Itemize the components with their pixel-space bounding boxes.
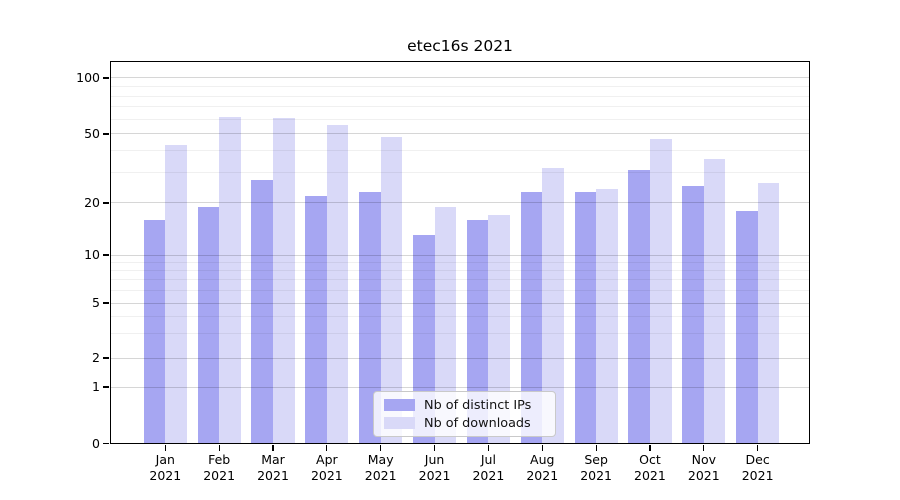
x-tick-label: Nov 2021 <box>687 452 720 483</box>
x-axis-tick <box>380 444 382 451</box>
y-tick-label: 2 <box>92 350 100 365</box>
bar-ips-3 <box>305 195 327 444</box>
chart-title: etec16s 2021 <box>407 37 513 55</box>
bar-downloads-7 <box>542 167 564 444</box>
x-tick-label: May 2021 <box>364 452 397 483</box>
y-axis-tick <box>103 442 110 445</box>
x-tick-label: Sep 2021 <box>580 452 612 483</box>
x-axis-tick <box>541 444 543 451</box>
bar-downloads-10 <box>703 158 726 444</box>
x-tick-label: Aug 2021 <box>526 452 559 483</box>
legend-swatch-distinct-ips <box>384 399 415 411</box>
y-tick-label: 50 <box>84 125 100 141</box>
y-tick-label: 5 <box>92 295 100 310</box>
legend: Nb of distinct IPs Nb of downloads <box>373 391 556 437</box>
y-axis-tick <box>103 202 110 204</box>
gridline-major <box>110 77 810 79</box>
y-axis-tick <box>103 133 110 135</box>
bar-downloads-0 <box>165 145 187 444</box>
bar-ips-9 <box>628 169 650 444</box>
y-tick-label: 20 <box>84 194 100 210</box>
x-tick-label: Feb 2021 <box>203 452 236 483</box>
y-tick-label: 100 <box>76 69 100 85</box>
legend-swatch-downloads <box>384 417 415 429</box>
gridline-minor <box>110 106 810 108</box>
y-axis-tick <box>103 77 110 79</box>
x-axis-tick <box>595 444 597 451</box>
gridline-minor <box>110 118 810 120</box>
bar-downloads-5 <box>434 206 457 444</box>
legend-label-downloads: Nb of downloads <box>424 415 531 431</box>
bar-ips-10 <box>682 186 704 444</box>
legend-item-distinct-ips: Nb of distinct IPs <box>384 398 555 413</box>
x-axis-tick <box>649 444 651 451</box>
x-tick-label: Mar 2021 <box>257 452 289 483</box>
x-axis-tick <box>326 444 328 451</box>
x-tick-label: Apr 2021 <box>310 452 343 483</box>
bar-downloads-11 <box>757 183 780 444</box>
plot-area <box>110 61 810 444</box>
legend-item-downloads: Nb of downloads <box>384 416 555 431</box>
x-tick-label: Oct 2021 <box>634 452 666 483</box>
x-tick-label: Jan 2021 <box>149 452 182 483</box>
bar-downloads-1 <box>219 116 241 444</box>
bar-ips-7 <box>520 192 543 444</box>
y-tick-label: 0 <box>92 435 100 451</box>
x-tick-label: Jul 2021 <box>472 452 505 483</box>
bar-ips-11 <box>736 210 758 444</box>
bar-ips-0 <box>143 219 166 444</box>
y-axis-tick <box>103 254 110 256</box>
bar-downloads-2 <box>273 117 295 444</box>
gridline-minor <box>110 85 810 87</box>
bar-ips-1 <box>197 206 220 444</box>
gridline-major <box>110 133 810 135</box>
x-tick-label: Jun 2021 <box>418 452 451 483</box>
gridline-minor <box>110 150 810 152</box>
bar-downloads-9 <box>649 138 672 444</box>
bar-ips-6 <box>466 219 489 444</box>
x-axis-tick <box>433 444 436 451</box>
x-axis-tick <box>703 444 705 451</box>
y-axis-tick <box>103 386 110 388</box>
x-axis-tick <box>218 444 220 451</box>
y-tick-label: 1 <box>92 379 100 394</box>
gridline-minor <box>110 95 810 97</box>
x-axis-tick <box>487 444 489 451</box>
legend-label-distinct-ips: Nb of distinct IPs <box>424 397 532 413</box>
x-tick-label: Dec 2021 <box>741 452 774 483</box>
bar-downloads-6 <box>488 215 510 444</box>
x-axis-tick <box>757 444 759 451</box>
bar-downloads-3 <box>326 124 349 444</box>
bar-downloads-4 <box>380 137 403 444</box>
bar-downloads-8 <box>596 189 618 444</box>
x-axis-tick <box>272 444 274 451</box>
x-axis-tick <box>164 444 166 451</box>
y-axis-tick <box>103 357 110 359</box>
bar-ips-2 <box>251 180 273 444</box>
bar-ips-8 <box>574 192 597 444</box>
y-axis-tick <box>103 302 110 304</box>
y-tick-label: 10 <box>84 247 100 262</box>
bar-ips-4 <box>359 192 381 444</box>
